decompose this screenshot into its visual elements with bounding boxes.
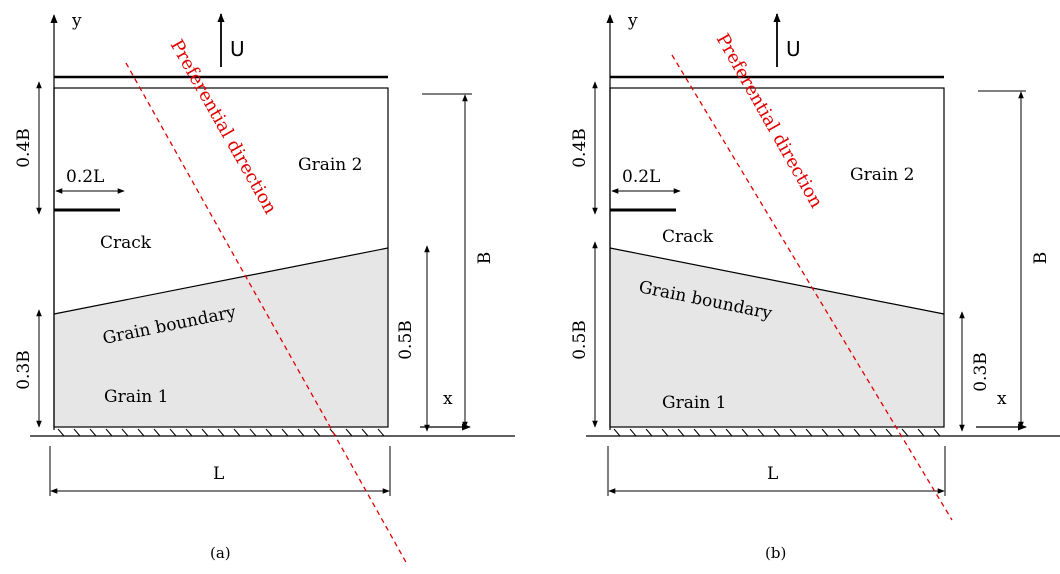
dim-crack-label: 0.2L [622, 167, 660, 187]
dim-right-inner-label: 0.5B [396, 320, 416, 360]
panel-a: y x U 0.4B 0.3B 0.2L 0.5B B L Grain 2 Cr… [14, 11, 515, 565]
preferential-direction-label: Preferential direction [166, 36, 281, 218]
grain2-label: Grain 2 [298, 155, 362, 175]
velocity-label: U [230, 37, 245, 61]
crack-label: Crack [662, 227, 714, 247]
dim-right-outer-label: B [1031, 252, 1051, 265]
preferential-direction-label: Preferential direction [712, 30, 827, 212]
dim-bottom-left-label: 0.5B [570, 320, 590, 360]
grain1-label: Grain 1 [104, 387, 168, 407]
preferential-direction-line [125, 62, 408, 565]
grain2-label: Grain 2 [850, 165, 914, 185]
dim-crack-label: 0.2L [66, 167, 104, 187]
dim-width-label: L [213, 464, 224, 484]
dim-top-left-label: 0.4B [570, 128, 590, 168]
dim-top-left-label: 0.4B [14, 128, 34, 168]
grain-boundary-line [609, 247, 945, 315]
grain1-region [54, 248, 388, 427]
caption-a: (a) [210, 544, 231, 562]
grain-boundary-line [53, 247, 389, 315]
ground-hatching [613, 428, 941, 437]
crack-label: Crack [100, 233, 152, 253]
y-axis-label: y [71, 11, 82, 31]
grain1-region [610, 248, 944, 427]
velocity-label: U [786, 37, 801, 61]
dim-right-outer-label: B [475, 252, 495, 265]
dim-width-label: L [767, 464, 778, 484]
dim-right-inner-label: 0.3B [971, 352, 991, 392]
dim-bottom-left-label: 0.3B [14, 350, 34, 390]
x-axis-label: x [997, 389, 1007, 409]
grain1-label: Grain 1 [662, 393, 726, 413]
y-axis-label: y [627, 11, 638, 31]
caption-b: (b) [765, 544, 786, 562]
panel-b: y x U 0.4B 0.5B 0.2L 0.3B B L Grain 2 Cr… [570, 11, 1060, 562]
x-axis-label: x [443, 389, 453, 409]
preferential-direction-line [671, 54, 953, 521]
